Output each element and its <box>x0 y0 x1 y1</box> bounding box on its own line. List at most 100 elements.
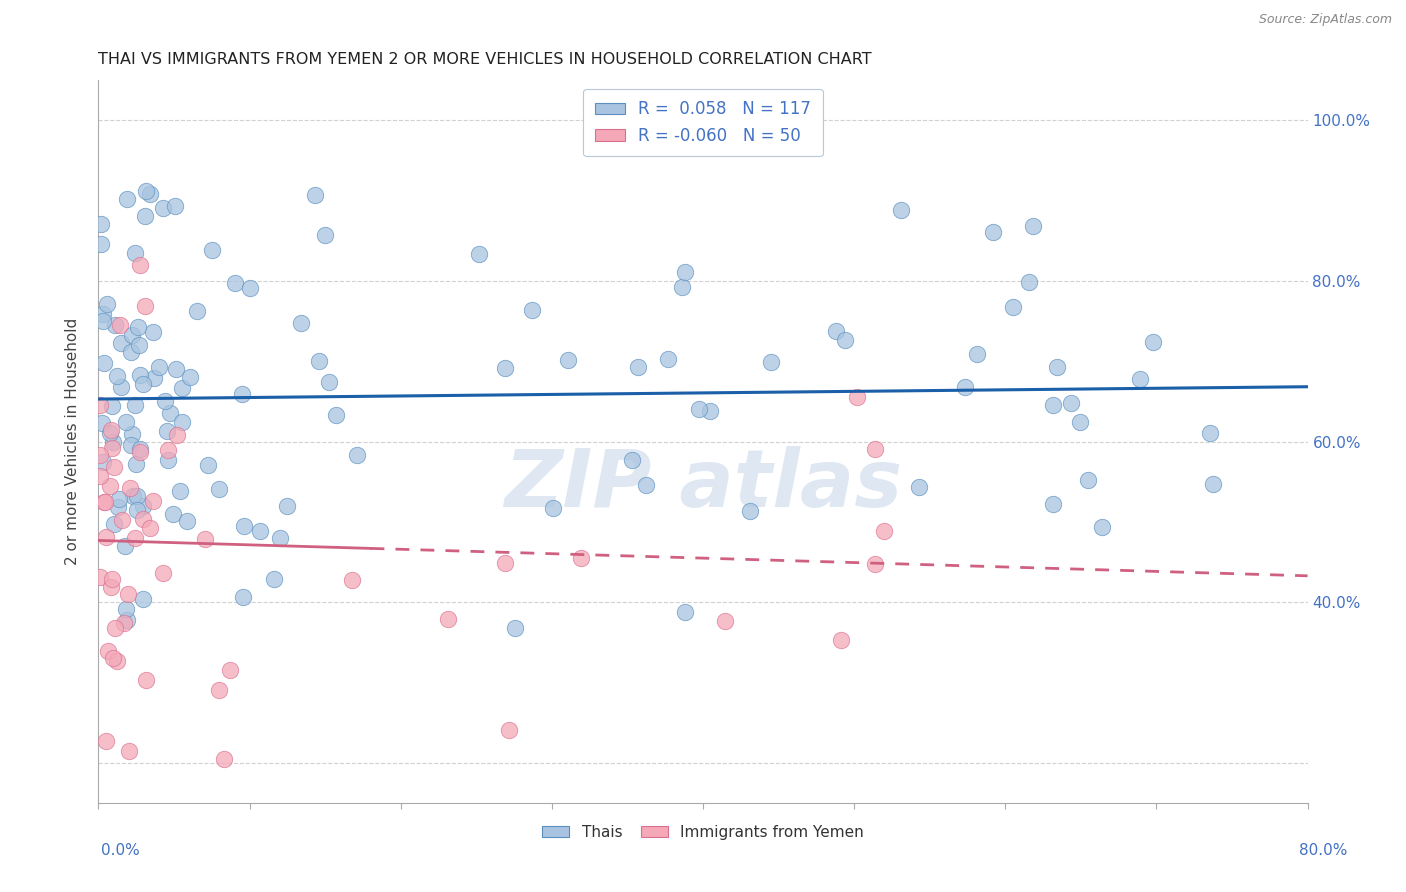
Point <box>503 621 526 635</box>
Point <box>498 723 520 738</box>
Text: 0.0%: 0.0% <box>101 843 141 858</box>
Point <box>124 457 146 471</box>
Point <box>103 459 125 474</box>
Point <box>304 188 326 202</box>
Point <box>156 453 179 467</box>
Point <box>1046 359 1069 374</box>
Point <box>318 375 340 389</box>
Point <box>239 281 262 295</box>
Point <box>93 495 115 509</box>
Point <box>176 514 198 528</box>
Point <box>152 566 174 581</box>
Y-axis label: 2 or more Vehicles in Household: 2 or more Vehicles in Household <box>65 318 80 566</box>
Point <box>1199 426 1222 441</box>
Point <box>155 394 177 409</box>
Point <box>124 398 146 412</box>
Point <box>955 379 977 393</box>
Point <box>1042 398 1064 412</box>
Point <box>91 455 114 469</box>
Point <box>232 518 254 533</box>
Point <box>249 524 271 538</box>
Point <box>437 612 460 626</box>
Point <box>118 481 141 495</box>
Point <box>93 356 115 370</box>
Point <box>134 209 156 223</box>
Point <box>207 683 229 698</box>
Point <box>139 186 162 201</box>
Point <box>520 302 543 317</box>
Point <box>1091 520 1114 534</box>
Point <box>276 499 298 513</box>
Point <box>740 504 762 518</box>
Point <box>907 480 929 494</box>
Point <box>218 663 240 677</box>
Point <box>981 226 1004 240</box>
Point <box>108 491 131 506</box>
Point <box>110 380 132 394</box>
Point <box>1018 275 1040 289</box>
Point <box>824 324 846 338</box>
Point <box>186 303 208 318</box>
Point <box>89 448 111 462</box>
Point <box>129 444 152 458</box>
Point <box>1021 219 1043 234</box>
Point <box>89 469 111 483</box>
Point <box>94 530 117 544</box>
Point <box>107 500 129 515</box>
Point <box>129 258 152 272</box>
Point <box>231 386 253 401</box>
Point <box>494 556 516 570</box>
Point <box>101 651 124 665</box>
Point <box>90 217 112 231</box>
Point <box>865 442 887 457</box>
Point <box>468 246 491 260</box>
Point <box>100 572 122 586</box>
Point <box>1077 473 1099 487</box>
Point <box>135 673 157 687</box>
Point <box>121 328 143 343</box>
Point <box>122 489 145 503</box>
Point <box>699 403 721 417</box>
Point <box>166 428 188 442</box>
Point <box>142 325 165 339</box>
Text: Source: ZipAtlas.com: Source: ZipAtlas.com <box>1258 13 1392 27</box>
Point <box>194 532 217 546</box>
Point <box>91 307 114 321</box>
Point <box>541 501 564 516</box>
Point <box>290 316 312 330</box>
Point <box>557 353 579 368</box>
Point <box>1060 396 1083 410</box>
Point <box>90 237 112 252</box>
Point <box>117 587 139 601</box>
Point <box>834 334 856 348</box>
Point <box>340 574 363 588</box>
Point <box>101 442 124 456</box>
Point <box>105 369 128 384</box>
Point <box>830 633 852 648</box>
Point <box>110 513 132 527</box>
Point <box>761 355 783 369</box>
Point <box>201 243 224 257</box>
Point <box>224 276 246 290</box>
Point <box>142 371 165 385</box>
Point <box>115 193 138 207</box>
Text: THAI VS IMMIGRANTS FROM YEMEN 2 OR MORE VEHICLES IN HOUSEHOLD CORRELATION CHART: THAI VS IMMIGRANTS FROM YEMEN 2 OR MORE … <box>98 52 872 67</box>
Legend: Thais, Immigrants from Yemen: Thais, Immigrants from Yemen <box>536 819 870 846</box>
Point <box>714 614 737 628</box>
Point <box>125 489 148 503</box>
Point <box>148 360 170 375</box>
Point <box>112 615 135 630</box>
Point <box>627 360 650 375</box>
Text: ZIP atlas: ZIP atlas <box>503 446 903 524</box>
Point <box>346 448 368 462</box>
Point <box>132 499 155 513</box>
Point <box>104 318 127 332</box>
Point <box>131 511 153 525</box>
Point <box>325 408 347 422</box>
Point <box>157 442 180 457</box>
Point <box>165 199 187 213</box>
Point <box>107 654 129 668</box>
Point <box>97 644 120 658</box>
Point <box>100 426 122 441</box>
Point <box>169 484 191 499</box>
